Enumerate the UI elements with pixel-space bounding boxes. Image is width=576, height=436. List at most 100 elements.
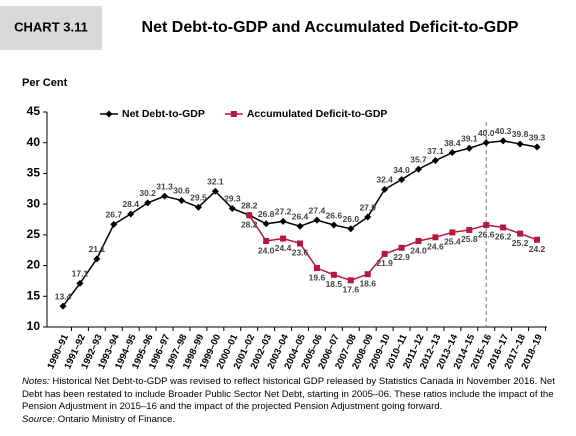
data-label: 32.4 — [376, 175, 393, 185]
data-label: 37.1 — [427, 146, 444, 156]
point — [144, 199, 152, 207]
point — [483, 222, 490, 229]
point — [465, 144, 473, 152]
point — [432, 234, 439, 241]
data-label: 24.4 — [275, 243, 292, 253]
point — [330, 221, 338, 229]
point — [449, 229, 456, 236]
point — [296, 222, 304, 230]
data-label: 25.2 — [512, 238, 529, 248]
point — [431, 157, 439, 165]
point — [93, 255, 101, 263]
point — [499, 137, 507, 145]
point — [313, 216, 321, 224]
data-label: 26.4 — [292, 212, 309, 222]
data-label: 30.2 — [139, 188, 156, 198]
point — [178, 196, 185, 204]
point — [347, 225, 355, 233]
data-label: 40.3 — [495, 126, 512, 136]
point — [381, 185, 389, 193]
data-label: 21.1 — [89, 244, 106, 254]
notes: Notes: Historical Net Debt-to-GDP was re… — [22, 376, 567, 426]
data-label: 26.8 — [258, 209, 275, 219]
data-label: 25.4 — [444, 237, 461, 247]
y-tick-label: 25 — [27, 227, 41, 241]
y-tick-label: 35 — [27, 166, 41, 180]
header-box — [0, 6, 102, 50]
point — [500, 224, 507, 231]
y-tick-label: 40 — [27, 135, 41, 149]
data-label: 18.6 — [359, 278, 376, 288]
data-label: 40.0 — [478, 128, 495, 138]
data-label: 28.2 — [241, 219, 258, 229]
data-label: 27.4 — [309, 205, 326, 215]
data-label: 23.6 — [292, 248, 309, 258]
data-label: 18.5 — [326, 279, 343, 289]
point — [280, 235, 287, 242]
chart-title: Net Debt-to-GDP and Accumulated Deficit-… — [142, 19, 519, 36]
data-label: 24.0 — [410, 245, 427, 255]
data-label: 26.7 — [106, 210, 123, 220]
source-text: Ontario Ministry of Finance. — [57, 413, 176, 425]
point — [330, 271, 337, 278]
point — [415, 165, 422, 173]
point — [381, 250, 388, 257]
point — [110, 220, 118, 228]
data-label: 26.2 — [495, 232, 512, 242]
notes-label: Notes: — [22, 376, 50, 387]
point — [534, 236, 540, 243]
data-label: 13.4 — [55, 291, 72, 301]
data-label: 31.3 — [156, 181, 173, 191]
data-label: 34.0 — [393, 165, 410, 175]
point — [398, 176, 406, 184]
point — [263, 238, 270, 244]
point — [313, 265, 320, 272]
point — [76, 279, 84, 287]
point — [161, 192, 169, 200]
data-label: 35.7 — [410, 154, 427, 164]
point — [194, 203, 202, 211]
point — [297, 240, 303, 247]
data-label: 24.0 — [258, 245, 275, 255]
data-label: 26.0 — [343, 214, 360, 224]
data-label: 28.4 — [122, 199, 139, 209]
point — [347, 277, 354, 284]
data-label: 26.6 — [478, 229, 495, 239]
data-label: 24.2 — [529, 244, 546, 254]
point — [482, 139, 490, 147]
legend-marker — [230, 111, 237, 117]
point — [516, 140, 524, 148]
data-label: 29.3 — [224, 194, 241, 204]
data-label: 27.9 — [359, 202, 376, 212]
data-label: 39.1 — [461, 133, 478, 143]
data-label: 30.6 — [173, 186, 190, 196]
point — [448, 149, 456, 157]
point — [398, 244, 405, 251]
point — [364, 213, 372, 221]
point — [246, 212, 253, 219]
data-label: 17.1 — [72, 269, 89, 279]
point — [262, 220, 270, 228]
notes-text: Historical Net Debt-to-GDP was revised t… — [22, 376, 555, 412]
chart: CHART 3.11 Net Debt-to-GDP and Accumulat… — [0, 6, 547, 371]
point — [533, 143, 541, 151]
data-label: 29.5 — [190, 192, 207, 202]
point — [59, 302, 67, 310]
legend-label: Accumulated Deficit-to-GDP — [247, 108, 388, 120]
data-label: 27.2 — [275, 207, 292, 217]
data-label: 39.8 — [512, 129, 529, 139]
point — [517, 230, 524, 237]
point — [466, 226, 473, 233]
data-label: 17.6 — [343, 285, 360, 295]
point — [364, 271, 371, 278]
point — [211, 187, 219, 195]
y-tick-label: 45 — [27, 104, 41, 118]
y-tick-label: 10 — [27, 319, 41, 333]
chart-number: CHART 3.11 — [14, 19, 88, 34]
y-tick-label: 30 — [27, 196, 41, 210]
y-axis-label: Per Cent — [22, 77, 68, 89]
y-tick-label: 20 — [27, 258, 41, 272]
legend-marker — [105, 110, 113, 118]
data-label: 24.6 — [427, 242, 444, 252]
